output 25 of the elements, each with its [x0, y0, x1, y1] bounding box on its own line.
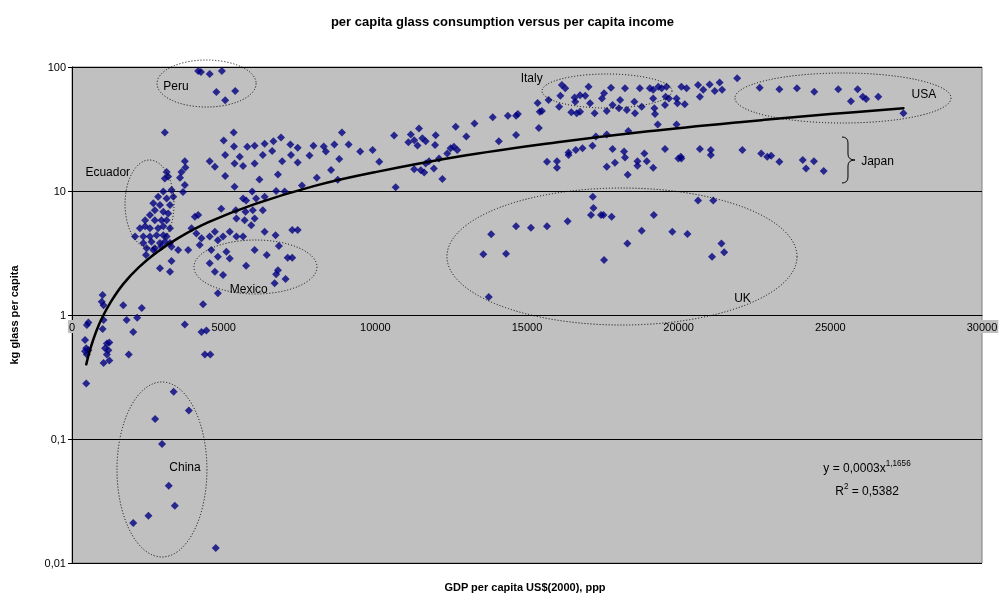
y-tick-label: 0,1 [50, 433, 66, 445]
x-tick-label: 25000 [815, 320, 846, 333]
x-tick-label: 30000 [966, 320, 998, 333]
annotation: Ecuador [85, 164, 131, 179]
x-axis-title: GDP per capita US$(2000), ppp [444, 581, 606, 593]
annotation: Peru [163, 78, 189, 93]
x-tick-label: 15000 [511, 320, 543, 333]
y-tick-label: 1 [59, 309, 66, 321]
x-tick-label: 0 [68, 320, 76, 333]
x-tick-label: 10000 [360, 320, 391, 333]
x-tick-label: 20000 [663, 320, 694, 333]
annotation: Japan [861, 153, 894, 168]
x-tick-label: 5000 [211, 320, 236, 333]
annotation: UK [734, 291, 751, 306]
y-tick-label: 10 [53, 185, 66, 197]
chart-title: per capita glass consumption versus per capita income [330, 14, 675, 29]
annotation: y = 0,0003x$^{1,1656}$ [823, 459, 912, 476]
annotation: USA [911, 87, 937, 102]
annotation: Italy [520, 71, 543, 86]
annotation: China [169, 459, 201, 474]
annotation: R$^{2}$ = 0,5382 [835, 481, 900, 498]
y-tick-label: 100 [47, 61, 66, 73]
y-axis-title: kg glass per capita [7, 264, 20, 365]
y-tick-label: 0,01 [44, 557, 66, 569]
annotation: Mexico [229, 282, 269, 297]
